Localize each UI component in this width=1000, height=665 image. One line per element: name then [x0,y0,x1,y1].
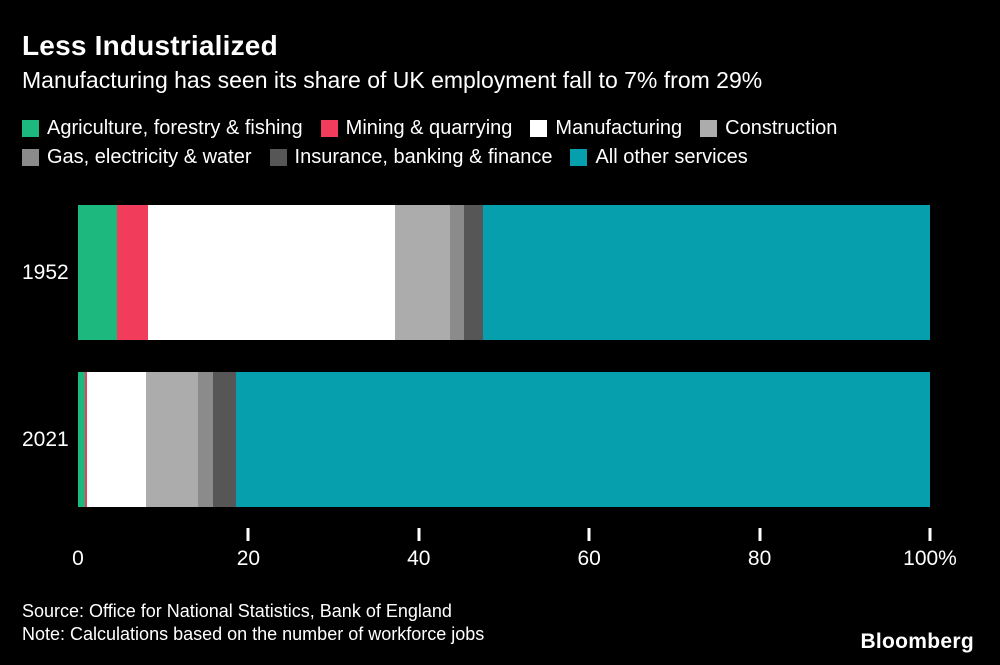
bar-segment [213,372,236,507]
stacked-bar [78,205,930,340]
x-tick [758,528,762,541]
chart-title: Less Industrialized [22,30,278,61]
legend-swatch [269,149,287,166]
bar-segment [146,372,199,507]
x-tick-label: 0 [72,547,84,570]
x-tick-label: 40 [407,547,431,570]
legend-swatch [530,120,548,137]
legend-label: Construction [725,117,838,139]
legend-item: Mining & quarrying [320,117,513,140]
x-tick-label: 80 [747,547,772,570]
bar-segment [235,372,930,507]
legend-swatch [320,120,338,137]
legend-label: Agriculture, forestry & fishing [47,117,303,139]
stacked-bar [78,372,930,507]
source-text: Source: Office for National Statistics, … [22,601,452,621]
x-tick-label: 20 [236,547,261,570]
bar-row-1952: 1952 [22,205,930,340]
x-tick [928,528,932,541]
chart-subtitle: Manufacturing has seen its share of UK e… [22,67,763,93]
y-axis-label: 1952 [22,260,69,284]
bar-segment [78,372,85,507]
legend-swatch [22,149,39,166]
legend-item: All other services [570,146,748,169]
legend-label: Manufacturing [555,117,683,139]
bar-segment [198,372,214,507]
bar-segment [394,205,451,340]
bar-segment [86,372,147,507]
stacked-bar-chart: 1952 2021 [22,205,930,507]
note-text: Note: Calculations based on the number o… [22,624,485,644]
x-tick [417,528,421,541]
legend-row: Gas, electricity & water Insurance, banki… [22,143,972,172]
legend-item: Construction [700,117,837,140]
legend-item: Agriculture, forestry & fishing [22,117,303,140]
x-axis: 0 20 40 60 80 100% [72,520,957,580]
legend-swatch [570,149,588,166]
legend-label: Insurance, banking & finance [294,146,553,168]
legend-swatch [700,120,718,137]
bar-segment [147,205,395,340]
bar-segment [450,205,464,340]
bar-segment [84,372,87,507]
y-axis-label: 2021 [22,427,69,451]
legend-label: Gas, electricity & water [47,146,252,168]
bar-segment [78,205,118,340]
legend-swatch [22,120,39,137]
x-tick [587,528,591,541]
bar-segment [482,205,930,340]
legend-label: All other services [595,146,748,168]
legend-label: Mining & quarrying [345,117,513,139]
bar-row-2021: 2021 [22,372,930,507]
bloomberg-logo: Bloomberg [860,630,974,653]
legend-row: Agriculture, forestry & fishing Mining & … [22,114,972,143]
x-tick-label: 60 [577,547,601,570]
x-tick-label: 100% [903,547,957,570]
legend-item: Insurance, banking & finance [269,146,553,169]
legend-item: Gas, electricity & water [22,146,252,169]
x-tick [246,528,250,541]
legend-item: Manufacturing [530,117,682,140]
bar-segment [463,205,483,340]
legend: Agriculture, forestry & fishing Mining & … [22,114,972,172]
bar-segment [117,205,148,340]
